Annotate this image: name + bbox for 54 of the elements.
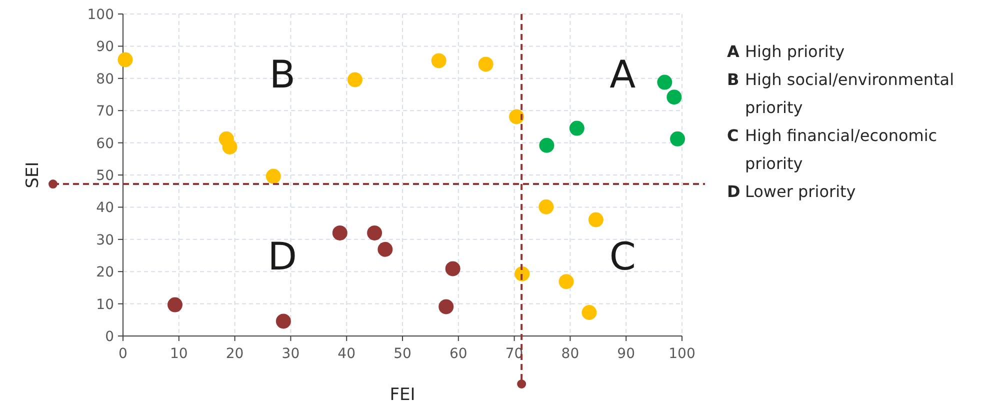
point [431,53,446,68]
x-axis-title: FEI [390,385,416,405]
point [378,242,393,257]
y-tick-label: 80 [96,71,114,88]
point [666,90,682,105]
point [478,56,494,72]
point [445,261,460,276]
y-tick-label: 20 [96,264,114,281]
annotation: A [610,52,636,97]
point [118,52,133,68]
annotation: B [269,52,296,97]
y-tick-label: 30 [96,232,114,248]
annotation: C [609,234,636,278]
y-tick-label: 10 [96,296,114,313]
point [588,212,604,228]
y-tick-label: 0 [105,329,114,345]
x-tick-label: 60 [449,346,468,362]
text: C High financial/economic priority [727,126,938,173]
annotation: D [268,234,298,278]
text: A High priority [727,42,845,61]
point [332,225,348,240]
y-tick-label: 100 [87,7,114,23]
x-tick-label: 0 [118,346,128,362]
point [266,168,281,184]
y-tick-label: 70 [96,104,114,120]
point [222,139,238,154]
x-tick-label: 10 [170,346,188,362]
point [582,304,597,320]
point [657,74,672,90]
x-tick-label: 50 [394,346,412,362]
y-axis-title: SEI [23,162,43,188]
point [538,199,554,214]
y-tick-label: 90 [96,39,114,56]
x-tick-label: 40 [338,346,356,362]
text: D Lower priority [727,182,856,201]
y-tick-label: 50 [96,168,114,184]
x-tick-label: 90 [617,346,636,362]
point [569,120,584,136]
point [558,274,574,290]
point [276,314,291,329]
point [509,109,524,124]
x-tick-label: 20 [226,346,244,362]
point [167,297,182,312]
x-tick-label: 80 [561,346,580,362]
point [539,138,554,153]
point [438,299,454,314]
y-tick-label: 60 [96,136,114,152]
text: B High social/environmental priority [727,70,954,117]
y-tick-label: 40 [96,200,114,216]
x-tick-label: 100 [668,346,696,362]
point [670,131,686,146]
point [367,225,382,240]
x-tick-label: 30 [282,346,300,362]
point [347,72,362,88]
